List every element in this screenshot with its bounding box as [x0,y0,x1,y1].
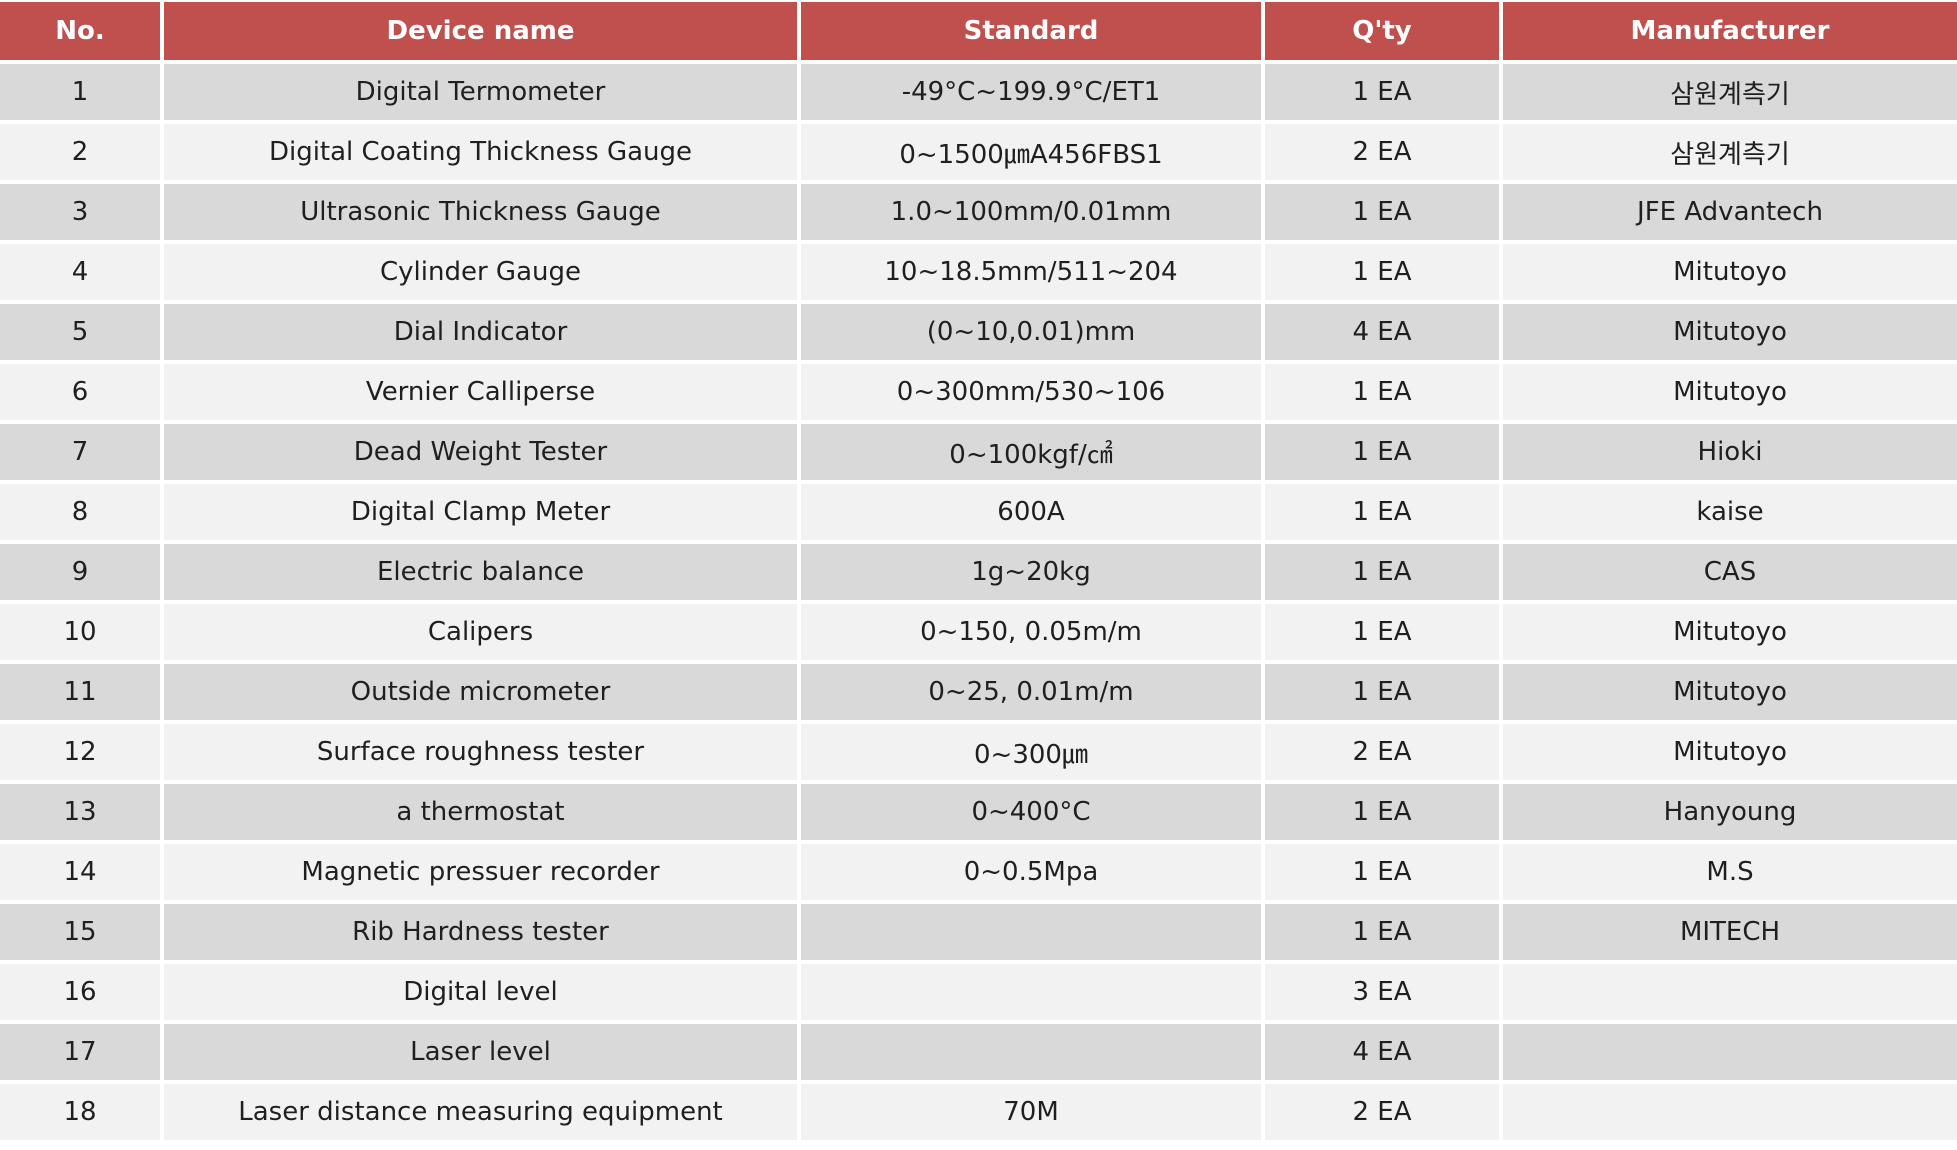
quantity-cell: 1 EA [1265,244,1503,304]
manufacturer-cell: Hioki [1503,424,1957,484]
quantity-cell: 1 EA [1265,844,1503,904]
manufacturer-cell: Mitutoyo [1503,604,1957,664]
manufacturer-cell: Mitutoyo [1503,664,1957,724]
quantity-cell: 1 EA [1265,364,1503,424]
row-number-cell: 13 [0,784,164,844]
device-name-cell: a thermostat [164,784,801,844]
standard-cell: 1g~20kg [801,544,1265,604]
manufacturer-cell: Mitutoyo [1503,724,1957,784]
device-name-cell: Electric balance [164,544,801,604]
device-name-cell: Digital Clamp Meter [164,484,801,544]
manufacturer-cell [1503,964,1957,1024]
standard-cell: 70M [801,1084,1265,1144]
row-number-cell: 18 [0,1084,164,1144]
device-name-cell: Laser distance measuring equipment [164,1084,801,1144]
device-name-cell: Ultrasonic Thickness Gauge [164,184,801,244]
row-number-cell: 17 [0,1024,164,1084]
manufacturer-cell: Hanyoung [1503,784,1957,844]
device-name-cell: Vernier Calliperse [164,364,801,424]
standard-cell: 0~300mm/530~106 [801,364,1265,424]
header-no: No. [0,0,164,64]
row-number-cell: 12 [0,724,164,784]
row-number-cell: 3 [0,184,164,244]
header-manufacturer: Manufacturer [1503,0,1957,64]
standard-cell: 1.0~100mm/0.01mm [801,184,1265,244]
row-number-cell: 14 [0,844,164,904]
quantity-cell: 1 EA [1265,784,1503,844]
quantity-cell: 1 EA [1265,184,1503,244]
quantity-cell: 1 EA [1265,424,1503,484]
manufacturer-cell: Mitutoyo [1503,244,1957,304]
header-qty: Q'ty [1265,0,1503,64]
device-name-cell: Magnetic pressuer recorder [164,844,801,904]
row-number-cell: 2 [0,124,164,184]
quantity-cell: 1 EA [1265,664,1503,724]
device-name-cell: Cylinder Gauge [164,244,801,304]
standard-cell: 0~100kgf/㎠ [801,424,1265,484]
manufacturer-cell: 삼원계측기 [1503,124,1957,184]
row-number-cell: 15 [0,904,164,964]
device-name-cell: Rib Hardness tester [164,904,801,964]
quantity-cell: 4 EA [1265,1024,1503,1084]
standard-cell: 0~0.5Mpa [801,844,1265,904]
standard-cell: -49°C~199.9°C/ET1 [801,64,1265,124]
quantity-cell: 2 EA [1265,124,1503,184]
quantity-cell: 4 EA [1265,304,1503,364]
quantity-cell: 2 EA [1265,724,1503,784]
manufacturer-cell: 삼원계측기 [1503,64,1957,124]
row-number-cell: 8 [0,484,164,544]
manufacturer-cell: MITECH [1503,904,1957,964]
row-number-cell: 10 [0,604,164,664]
standard-cell: 10~18.5mm/511~204 [801,244,1265,304]
manufacturer-cell: Mitutoyo [1503,304,1957,364]
row-number-cell: 16 [0,964,164,1024]
device-name-cell: Digital Coating Thickness Gauge [164,124,801,184]
manufacturer-cell: Mitutoyo [1503,364,1957,424]
device-name-cell: Digital level [164,964,801,1024]
device-name-cell: Outside micrometer [164,664,801,724]
quantity-cell: 1 EA [1265,604,1503,664]
device-name-cell: Dead Weight Tester [164,424,801,484]
manufacturer-cell: CAS [1503,544,1957,604]
manufacturer-cell: kaise [1503,484,1957,544]
row-number-cell: 1 [0,64,164,124]
row-number-cell: 7 [0,424,164,484]
device-name-cell: Dial Indicator [164,304,801,364]
standard-cell: 0~1500㎛A456FBS1 [801,124,1265,184]
row-number-cell: 4 [0,244,164,304]
device-name-cell: Calipers [164,604,801,664]
quantity-cell: 1 EA [1265,64,1503,124]
standard-cell: (0~10,0.01)mm [801,304,1265,364]
device-name-cell: Digital Termometer [164,64,801,124]
device-name-cell: Surface roughness tester [164,724,801,784]
manufacturer-cell [1503,1084,1957,1144]
manufacturer-cell [1503,1024,1957,1084]
header-device-name: Device name [164,0,801,64]
header-standard: Standard [801,0,1265,64]
quantity-cell: 1 EA [1265,904,1503,964]
quantity-cell: 1 EA [1265,484,1503,544]
row-number-cell: 9 [0,544,164,604]
standard-cell: 0~150, 0.05m/m [801,604,1265,664]
manufacturer-cell: M.S [1503,844,1957,904]
quantity-cell: 1 EA [1265,544,1503,604]
row-number-cell: 6 [0,364,164,424]
quantity-cell: 3 EA [1265,964,1503,1024]
quantity-cell: 2 EA [1265,1084,1503,1144]
standard-cell [801,904,1265,964]
standard-cell: 0~25, 0.01m/m [801,664,1265,724]
standard-cell [801,1024,1265,1084]
standard-cell: 0~300㎛ [801,724,1265,784]
standard-cell [801,964,1265,1024]
standard-cell: 0~400°C [801,784,1265,844]
standard-cell: 600A [801,484,1265,544]
row-number-cell: 11 [0,664,164,724]
manufacturer-cell: JFE Advantech [1503,184,1957,244]
row-number-cell: 5 [0,304,164,364]
device-name-cell: Laser level [164,1024,801,1084]
